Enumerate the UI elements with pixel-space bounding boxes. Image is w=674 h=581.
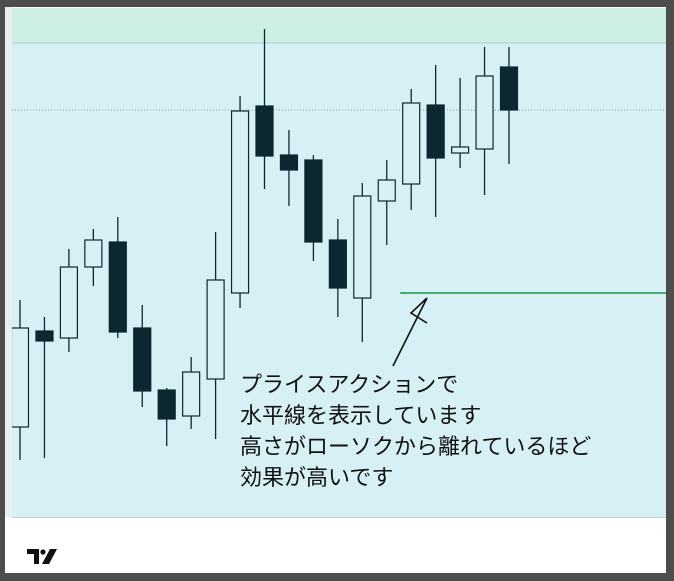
candle-body-bearish — [499, 66, 519, 111]
annotation-line: 高さがローソクから離れているほど — [240, 435, 592, 460]
left-strip — [5, 7, 12, 517]
candle-body-bullish — [402, 102, 421, 185]
candle-body-bullish — [206, 279, 225, 380]
candle-body-bullish — [182, 371, 201, 417]
candle-body-bullish — [451, 146, 470, 154]
plot-bottom-border — [12, 517, 666, 518]
top-band — [12, 8, 666, 43]
candle-body-bearish — [35, 330, 54, 342]
candle-body-bearish — [279, 154, 299, 171]
candle-body-bullish — [353, 195, 372, 299]
annotation-line: 効果が高いです — [240, 466, 394, 491]
tradingview-logo[interactable] — [27, 547, 59, 567]
annotation-line: 水平線を表示しています — [240, 404, 482, 429]
candle-body-bearish — [304, 159, 323, 243]
candle-body-bullish — [84, 239, 103, 268]
annotation-line: プライスアクションで — [240, 373, 459, 398]
candle-body-bullish — [377, 179, 396, 202]
candle-body-bullish — [475, 75, 494, 150]
candle-body-bullish — [12, 327, 30, 428]
candle-body-bearish — [255, 105, 274, 157]
annotation-arrow — [392, 297, 428, 367]
annotation-text: プライスアクションで 水平線を表示しています 高さがローソクから離れているほど … — [240, 370, 591, 494]
candle-body-bearish — [157, 389, 176, 420]
candle-body-bullish — [230, 110, 250, 294]
candle-body-bearish — [133, 327, 152, 392]
chart-plot-area[interactable] — [12, 8, 666, 517]
candle-body-bearish — [328, 239, 347, 289]
candle-body-bearish — [426, 104, 445, 159]
candle-body-bearish — [108, 241, 127, 333]
candle-body-bullish — [59, 266, 79, 339]
